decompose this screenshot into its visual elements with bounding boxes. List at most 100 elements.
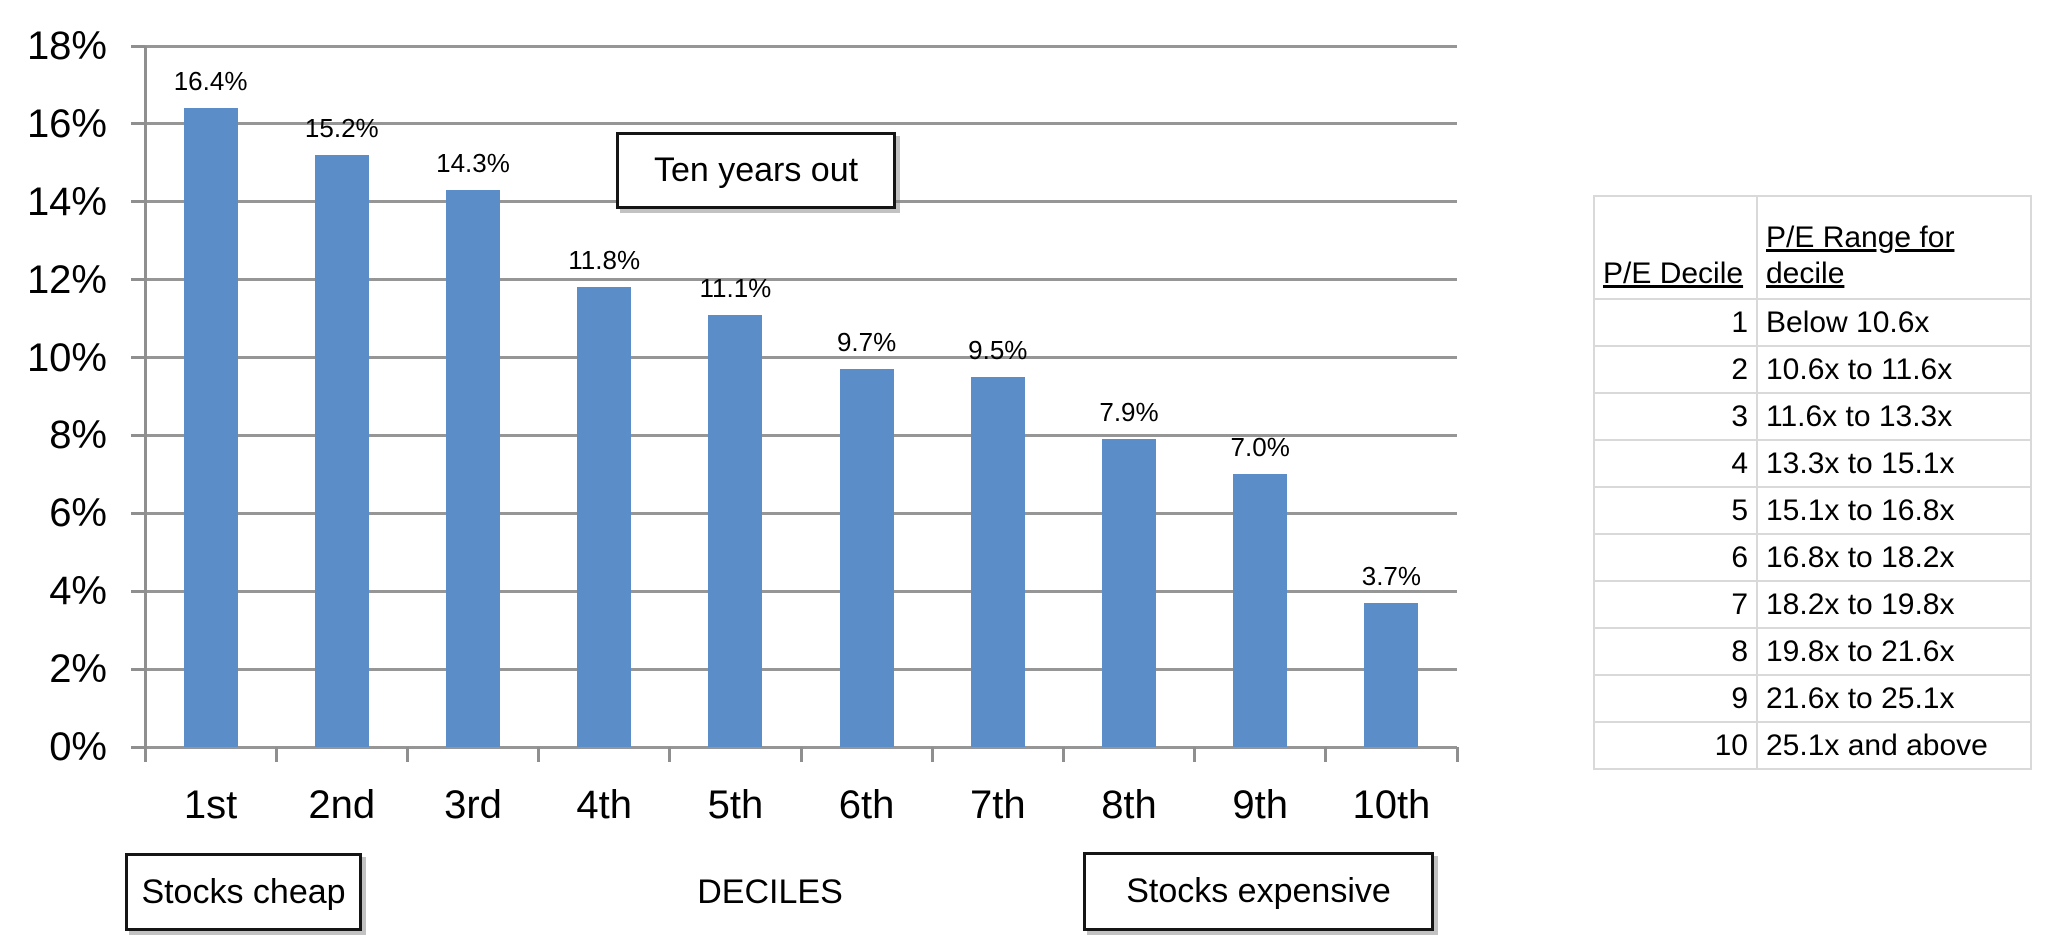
x-axis-tick-10	[1455, 747, 1459, 762]
cell-decile-10: 10	[1593, 721, 1758, 770]
x-axis-tick-6	[930, 747, 934, 762]
table-header-row: P/E Decile P/E Range for decile	[1593, 195, 2032, 300]
bar-10th	[1364, 602, 1419, 747]
table-row-decile-4: 4 13.3x to 15.1x	[1593, 439, 2032, 488]
cell-decile-7: 7	[1593, 580, 1758, 629]
y-tick-label-12pct: 12%	[26, 257, 107, 302]
x-tick-label-4th: 4th	[576, 783, 632, 827]
x-axis-tick-8	[1193, 747, 1197, 762]
ten-years-out-label: Ten years out	[653, 151, 859, 189]
ten-years-out-callout: Ten years out	[616, 132, 896, 209]
bar-value-label-10th: 3.7%	[1361, 560, 1422, 591]
cell-decile-8: 8	[1593, 627, 1758, 676]
x-axis-tick-5	[799, 747, 803, 762]
table-row-decile-3: 3 11.6x to 13.3x	[1593, 392, 2032, 441]
table-row-decile-5: 5 15.1x to 16.8x	[1593, 486, 2032, 535]
cell-decile-9: 9	[1593, 674, 1758, 723]
bar-9th	[1233, 474, 1288, 747]
y-tick-label-8pct: 8%	[49, 413, 107, 458]
bar-1st	[183, 108, 238, 747]
y-tick-label-14pct: 14%	[26, 179, 107, 224]
table-row-decile-1: 1 Below 10.6x	[1593, 298, 2032, 347]
y-axis-tick-16pct	[131, 122, 145, 126]
cell-decile-1: 1	[1593, 298, 1758, 347]
y-axis-tick-8pct	[131, 433, 145, 437]
bar-value-label-7th: 9.5%	[968, 335, 1028, 366]
cell-range-5: 15.1x to 16.8x	[1756, 486, 2032, 535]
y-axis-line	[143, 46, 147, 762]
x-tick-label-9th: 9th	[1232, 783, 1288, 827]
stocks-cheap-label: Stocks cheap	[141, 872, 346, 911]
cell-range-3: 11.6x to 13.3x	[1756, 392, 2032, 441]
gridline-8pct	[145, 433, 1457, 437]
y-axis-tick-10pct	[131, 356, 145, 360]
stocks-expensive-label: Stocks expensive	[1126, 872, 1391, 910]
bar-value-label-9th: 7.0%	[1230, 432, 1290, 463]
gridline-6pct	[145, 511, 1457, 515]
y-tick-label-10pct: 10%	[26, 335, 107, 380]
gridline-12pct	[145, 278, 1457, 282]
bar-5th	[708, 314, 763, 747]
table-row-decile-8: 8 19.8x to 21.6x	[1593, 627, 2032, 676]
cell-decile-6: 6	[1593, 533, 1758, 582]
y-axis-tick-6pct	[131, 511, 145, 515]
bar-value-label-3rd: 14.3%	[436, 148, 510, 179]
bar-8th	[1102, 439, 1156, 747]
cell-range-10: 25.1x and above	[1756, 721, 2032, 770]
stocks-expensive-callout: Stocks expensive	[1083, 852, 1434, 931]
x-axis-tick-3	[537, 747, 541, 762]
table-row-decile-9: 9 21.6x to 25.1x	[1593, 674, 2032, 723]
table-row-decile-10: 10 25.1x and above	[1593, 721, 2032, 770]
bar-value-label-5th: 11.1%	[699, 272, 772, 303]
x-tick-label-8th: 8th	[1101, 783, 1157, 827]
y-axis-tick-18pct	[131, 44, 145, 48]
cell-decile-2: 2	[1593, 345, 1758, 394]
y-axis-tick-0pct	[131, 745, 145, 749]
table-row-decile-2: 2 10.6x to 11.6x	[1593, 345, 2032, 394]
bar-value-label-2nd: 15.2%	[304, 113, 379, 144]
y-axis-tick-2pct	[131, 667, 145, 671]
x-tick-label-6th: 6th	[838, 783, 895, 827]
x-axis-tick-4	[668, 747, 672, 762]
cell-range-7: 18.2x to 19.8x	[1756, 580, 2032, 629]
x-tick-label-7th: 7th	[969, 783, 1026, 827]
x-tick-label-1st: 1st	[183, 783, 238, 827]
x-tick-label-10th: 10th	[1352, 783, 1431, 827]
y-tick-label-4pct: 4%	[49, 569, 107, 614]
table-row-decile-7: 7 18.2x to 19.8x	[1593, 580, 2032, 629]
bar-4th	[577, 287, 632, 747]
x-axis-tick-1	[274, 747, 278, 762]
x-tick-label-3rd: 3rd	[444, 783, 502, 827]
gridline-10pct	[145, 356, 1457, 360]
table-header-pe-range: P/E Range for decile	[1756, 195, 2032, 300]
bar-7th	[970, 377, 1025, 747]
y-axis-tick-14pct	[131, 200, 145, 204]
cell-decile-5: 5	[1593, 486, 1758, 535]
stocks-cheap-callout: Stocks cheap	[125, 853, 362, 931]
bar-value-label-8th: 7.9%	[1099, 397, 1159, 428]
bar-value-label-1st: 16.4%	[173, 66, 248, 97]
y-tick-label-6pct: 6%	[49, 491, 107, 536]
cell-range-8: 19.8x to 21.6x	[1756, 627, 2032, 676]
gridline-18pct	[145, 44, 1457, 48]
x-axis-tick-2	[405, 747, 409, 762]
x-axis-tick-7	[1061, 747, 1065, 762]
pe-decile-table: P/E Decile P/E Range for decile 1 Below 1…	[1593, 195, 2032, 770]
y-axis-tick-4pct	[131, 589, 145, 593]
cell-decile-4: 4	[1593, 439, 1758, 488]
y-tick-label-2pct: 2%	[49, 647, 107, 692]
bar-value-label-4th: 11.8%	[568, 245, 641, 276]
gridline-4pct	[145, 589, 1457, 593]
x-tick-label-5th: 5th	[707, 783, 764, 827]
y-tick-label-0pct: 0%	[49, 725, 107, 769]
cell-range-2: 10.6x to 11.6x	[1756, 345, 2032, 394]
y-tick-label-16pct: 16%	[26, 101, 107, 146]
x-tick-label-2nd: 2nd	[308, 783, 376, 827]
cell-range-4: 13.3x to 15.1x	[1756, 439, 2032, 488]
x-axis-tick-9	[1324, 747, 1328, 762]
y-axis-tick-12pct	[131, 278, 145, 282]
bar-3rd	[446, 190, 500, 747]
table-row-decile-6: 6 16.8x to 18.2x	[1593, 533, 2032, 582]
bar-value-label-6th: 9.7%	[836, 327, 897, 358]
